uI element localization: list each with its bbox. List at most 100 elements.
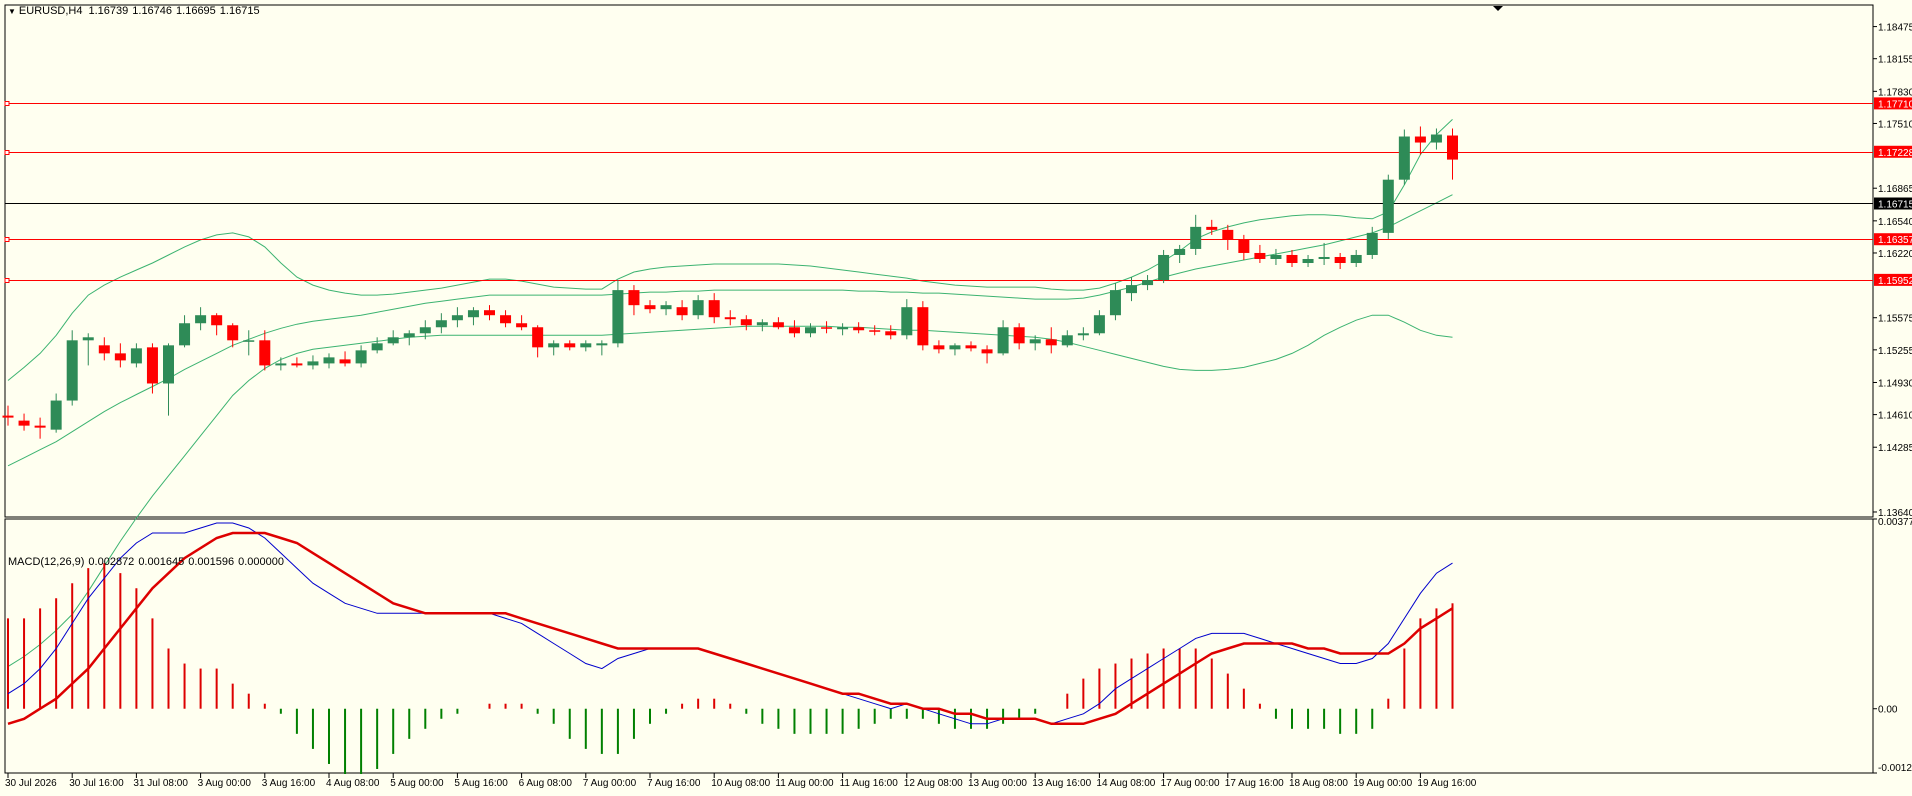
macd-value-signal: 0.001645 (138, 556, 185, 568)
candle-bear (740, 319, 752, 326)
candle-bull (1270, 254, 1282, 259)
macd-indicator: 0.003779 0.00 -0.00128 (7, 517, 1912, 775)
candle-bear (1286, 254, 1298, 264)
chart-header: ▼ EURUSD,H4 1.16739 1.16746 1.16695 1.16715 (8, 5, 264, 17)
candle-bear (724, 317, 736, 320)
chart-shift-marker-icon[interactable] (1493, 6, 1503, 11)
candle-bear (1045, 339, 1057, 346)
candle-bear (1334, 256, 1346, 264)
candle-bull (243, 340, 255, 342)
candle-bear (34, 425, 46, 428)
candle-bear (772, 322, 784, 328)
candle-bear (788, 327, 800, 334)
time-tick-label: 17 Aug 00:00 (1161, 778, 1220, 789)
candle-bear (1414, 136, 1426, 143)
collapse-triangle-icon[interactable]: ▼ (8, 7, 16, 16)
time-tick-label: 10 Aug 08:00 (711, 778, 770, 789)
candle-bear (981, 349, 993, 354)
time-axis: 30 Jul 2026 30 Jul 16:00 31 Jul 08:00 3 Aug… (5, 773, 1477, 789)
candle-bear (18, 420, 30, 426)
price-tick-label: 1.18155 (1878, 55, 1912, 66)
candle-bull (163, 345, 174, 384)
time-tick-label: 7 Aug 16:00 (647, 778, 701, 789)
open-value: 1.16739 (88, 5, 129, 17)
price-tick-label: 1.17830 (1878, 87, 1912, 98)
macd-value-level: 0.000000 (238, 556, 284, 568)
candle-bear (146, 347, 158, 384)
macd-main-line (7, 522, 1453, 725)
candle-bear (484, 310, 495, 316)
current-price-tag (1874, 197, 1912, 210)
candle-bull (1398, 136, 1410, 180)
candle-bull (451, 315, 463, 321)
candle-bull (82, 337, 94, 341)
candle-bull (692, 300, 704, 316)
low-value: 1.16695 (176, 5, 216, 17)
level-anchor-handle (4, 101, 10, 106)
candle-bear (339, 359, 351, 364)
candle-bear (2, 415, 14, 418)
candle-bear (259, 340, 271, 366)
price-tick-label: 1.15255 (1878, 346, 1912, 357)
price-tick-label: 1.14285 (1878, 443, 1912, 454)
candle-bull (805, 327, 816, 334)
candle-bull (1382, 179, 1394, 233)
time-tick-label: 4 Aug 08:00 (326, 778, 380, 789)
candle-bear (885, 331, 897, 336)
level-price-label: 1.15952 (1878, 276, 1912, 287)
candle-bear (227, 325, 239, 341)
price-tick-label: 1.16865 (1878, 184, 1912, 195)
main-price-pane[interactable] (4, 4, 1874, 518)
candle-bull (1366, 232, 1378, 255)
price-tick-label: 1.17510 (1878, 119, 1912, 130)
time-tick-label: 14 Aug 08:00 (1096, 778, 1155, 789)
time-tick-label: 5 Aug 00:00 (390, 778, 444, 789)
candle-bull (1158, 254, 1170, 281)
candle-bull (50, 400, 62, 430)
candle-bear (500, 315, 512, 324)
candle-bull (275, 363, 287, 366)
candle-bull (323, 357, 335, 364)
candle-bear (211, 315, 223, 326)
candle-bear (1254, 252, 1266, 259)
level-price-label: 1.17228 (1878, 148, 1912, 159)
price-tick-label: 1.15575 (1878, 314, 1912, 325)
candle-bull (1126, 285, 1137, 294)
candle-bear (628, 290, 640, 306)
level-anchor-handle (4, 278, 10, 283)
candle-bear (532, 327, 544, 348)
high-value: 1.16746 (132, 5, 173, 17)
time-tick-label: 7 Aug 00:00 (583, 778, 637, 789)
candle-bull (195, 315, 207, 324)
macd-name: MACD(12,26,9) (8, 556, 85, 568)
candle-bear (1238, 239, 1250, 253)
time-tick-label: 19 Aug 16:00 (1417, 778, 1476, 789)
candle-bull (387, 337, 399, 344)
candle-bear (1222, 229, 1234, 240)
horizontal-levels (4, 101, 1873, 283)
close-value: 1.16715 (219, 5, 260, 17)
candle-bear (1447, 135, 1458, 160)
time-tick-label: 13 Aug 16:00 (1032, 778, 1091, 789)
candle-bull (612, 290, 624, 344)
macd-pane[interactable] (4, 518, 1874, 774)
candle-bull (1302, 258, 1314, 264)
time-tick-label: 17 Aug 16:00 (1225, 778, 1284, 789)
candle-bear (965, 345, 977, 349)
candle-bear (869, 330, 881, 332)
candle-bull (1430, 134, 1442, 143)
candle-bull (580, 343, 592, 348)
candle-bull (1109, 290, 1121, 316)
candle-bull (837, 327, 849, 330)
bollinger-lower-line (7, 314, 1453, 668)
candle-bull (756, 322, 768, 326)
bollinger-upper-line (7, 119, 1453, 381)
candle-bull (419, 327, 431, 334)
candle-bear (1013, 327, 1025, 344)
candle-bull (435, 320, 447, 328)
bollinger-bands (7, 119, 1453, 668)
level-anchor-handle (4, 150, 10, 155)
candle-bull (1142, 280, 1154, 286)
candle-bull (596, 343, 608, 346)
